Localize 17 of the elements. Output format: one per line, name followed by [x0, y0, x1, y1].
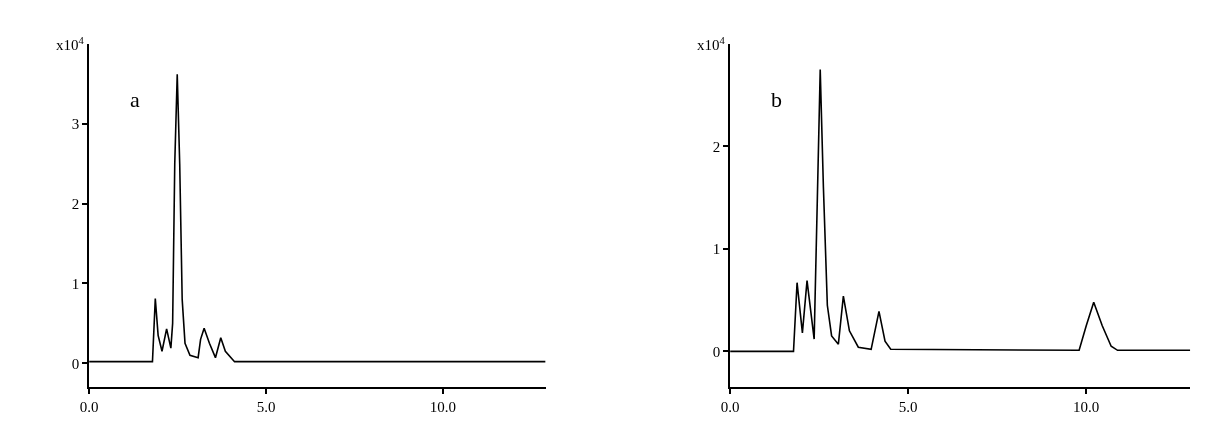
y-tick-label: 3: [71, 116, 80, 133]
y-tick-label: 1: [71, 275, 80, 292]
y-axis-title: x10$^{4}$: [56, 35, 85, 54]
y-tick-label: 2: [71, 195, 80, 212]
y-tick-label: 0: [712, 343, 721, 360]
y-tick-label: 1: [712, 241, 721, 258]
y-axis-title: x10$^{4}$: [697, 35, 726, 54]
y-tick-label: 0: [71, 355, 80, 372]
x-tick-label: 5.0: [898, 398, 918, 415]
y-tick-label: 2: [712, 138, 721, 155]
x-tick-label: 0.0: [720, 398, 740, 415]
x-tick-label: 10.0: [1073, 398, 1100, 415]
text: b: [771, 87, 782, 112]
x-tick-label: 5.0: [256, 398, 276, 415]
x-tick-label: 0.0: [79, 398, 99, 415]
x-tick-label: 10.0: [429, 398, 457, 415]
text: a: [130, 87, 140, 112]
